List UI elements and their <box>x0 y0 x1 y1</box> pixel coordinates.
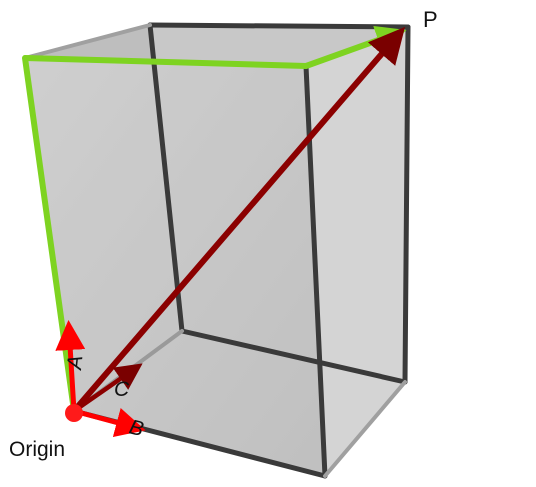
vector-c <box>71 363 143 414</box>
label-vector-c: C <box>114 378 130 401</box>
box-faces <box>25 25 408 476</box>
diagonal-vector-p <box>71 26 406 414</box>
green-path <box>22 25 407 414</box>
vector-b <box>71 408 146 438</box>
edge-bottom-right <box>323 380 407 478</box>
label-origin: Origin <box>9 438 65 461</box>
vector-a <box>55 320 86 414</box>
label-vector-b: B <box>127 416 146 442</box>
edge-back-top <box>147 22 411 30</box>
edge-top-left <box>23 23 152 60</box>
edge-back-bottom <box>179 328 408 385</box>
edge-back-right-vertical <box>402 24 411 385</box>
label-p: P <box>423 7 438 32</box>
label-vector-a: A <box>63 354 88 372</box>
edge-back-left-vertical <box>147 22 185 334</box>
origin-point <box>65 404 83 422</box>
green-path-line <box>22 25 407 414</box>
